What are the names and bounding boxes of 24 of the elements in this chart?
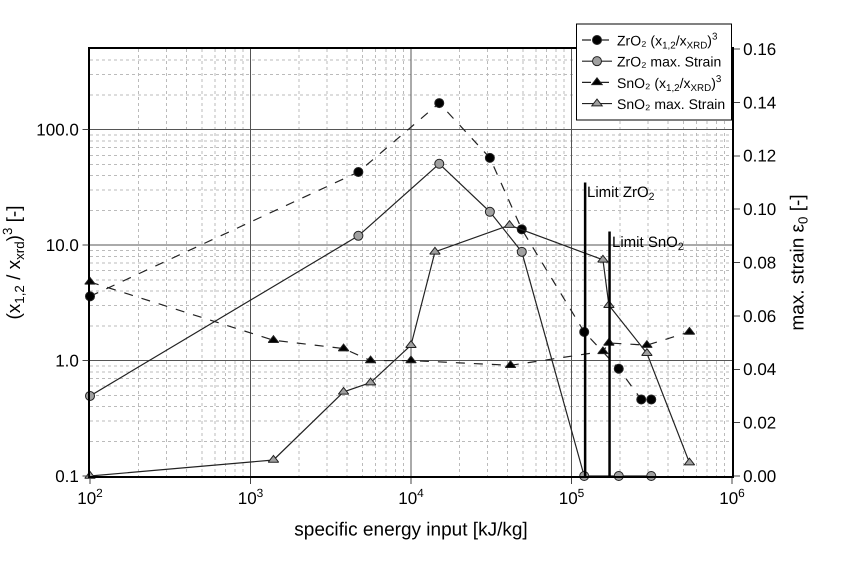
- y-tick-label: 1.0: [55, 352, 79, 371]
- legend-label: SnO₂ max. Strain: [617, 96, 726, 112]
- legend-label: ZrO₂ max. Strain: [617, 54, 722, 70]
- x-tick-label: 10$^{4}$: [398, 486, 424, 508]
- y2-tick-label: 0.04: [743, 360, 776, 380]
- x-tick-label: 10$^{5}$: [558, 486, 585, 508]
- legend-label: SnO₂ (x$_{1,2}$/x$_{XRD}$)$^{3}$: [617, 74, 722, 94]
- x-tick-label: 10$^{6}$: [719, 486, 746, 508]
- y-tick-label: 10.0: [46, 236, 79, 256]
- y2-tick-label: 0.00: [743, 466, 776, 486]
- y2-tick-label: 0.08: [743, 253, 776, 272]
- x-tick-label: 10$^{3}$: [238, 486, 264, 508]
- y-tick-label: 100.0: [36, 120, 79, 140]
- x-axis-title: specific energy input [kJ/kg]: [294, 519, 528, 540]
- x-tick-label: 10$^{2}$: [77, 486, 104, 508]
- y-tick-label: 0.1: [55, 466, 79, 486]
- annotation: Limit ZrO$_{2}$: [587, 184, 655, 204]
- y2-tick-label: 0.02: [743, 414, 776, 433]
- y2-tick-label: 0.16: [743, 40, 776, 59]
- y2-tick-label: 0.12: [743, 146, 776, 166]
- legend-label: ZrO₂ (x$_{1,2}$/x$_{XRD}$)$^{3}$: [617, 32, 718, 52]
- y2-tick-label: 0.06: [743, 306, 776, 326]
- y2-tick-label: 0.14: [743, 93, 776, 112]
- y2-tick-label: 0.10: [743, 200, 776, 220]
